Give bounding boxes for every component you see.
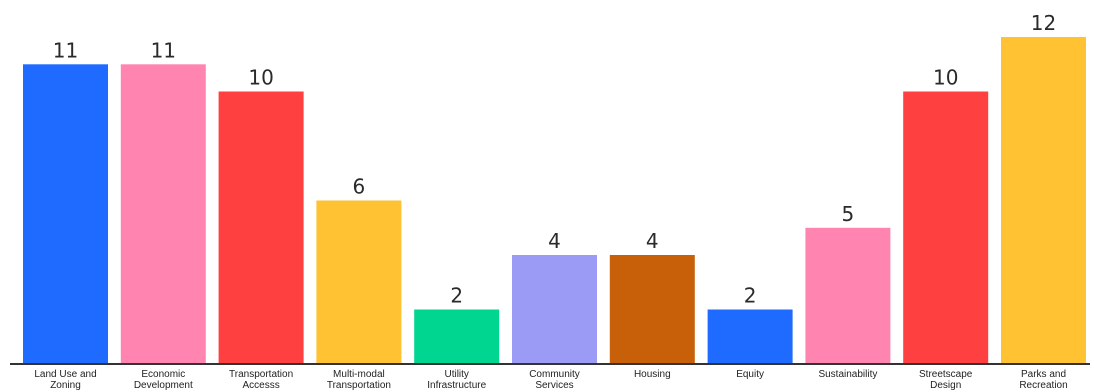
bars-group [23, 37, 1086, 365]
bar-value-label: 6 [353, 175, 366, 199]
category-label: Utility Infrastructure [427, 369, 486, 391]
category-label-line: Streetscape [919, 369, 973, 380]
bar-value-label: 4 [548, 229, 561, 253]
bar [512, 255, 597, 364]
category-label-line: Transportation [327, 380, 391, 391]
category-label-line: Recreation [1019, 380, 1067, 391]
category-label-line: Housing [634, 369, 671, 380]
bar-value-label: 10 [933, 66, 958, 90]
category-label: Land Use and Zoning [34, 369, 96, 391]
category-label-line: Economic [141, 369, 185, 380]
category-label-line: Multi-modal [333, 369, 385, 380]
bar-value-label: 5 [842, 202, 855, 226]
bar-value-label: 10 [248, 66, 273, 90]
bar-value-label: 2 [450, 284, 463, 308]
category-label-line: Development [134, 380, 193, 391]
category-label-line: Parks and [1021, 369, 1066, 380]
category-label-line: Transportation [229, 369, 293, 380]
category-label-line: Services [535, 380, 573, 391]
category-label-line: Accesss [242, 380, 279, 391]
category-label: Streetscape Design [919, 369, 973, 391]
category-label-line: Design [930, 380, 961, 391]
category-label-line: Zoning [50, 380, 81, 391]
bar-value-label: 11 [53, 38, 78, 62]
bar [1001, 37, 1086, 364]
bar-value-label: 4 [646, 229, 659, 253]
category-label-line: Equity [736, 369, 764, 380]
category-label-line: Sustainability [818, 369, 877, 380]
category-label: Community Services [529, 369, 580, 391]
bar-value-label: 12 [1031, 11, 1056, 35]
category-label-line: Infrastructure [427, 380, 486, 391]
category-label: Equity [736, 369, 764, 380]
category-label: Transportation Accesss [229, 369, 293, 391]
category-labels-group: Land Use and Zoning Economic Development Tra… [34, 369, 1067, 391]
category-label-line: Community [529, 369, 580, 380]
bar [805, 227, 891, 365]
bar [316, 200, 402, 364]
bar [23, 64, 108, 365]
bar [609, 255, 695, 364]
bar [414, 309, 500, 364]
bar [903, 91, 989, 364]
bar [120, 64, 206, 365]
bar-value-label: 2 [744, 284, 757, 308]
category-label: Housing [634, 369, 671, 380]
category-label: Multi-modal Transportation [327, 369, 391, 391]
bar-value-label: 11 [151, 38, 176, 62]
category-label: Sustainability [818, 369, 877, 380]
category-label-line: Utility [444, 369, 468, 380]
category-label: Parks and Recreation [1019, 369, 1067, 391]
bar [218, 91, 304, 364]
category-label-line: Land Use and [34, 369, 96, 380]
value-labels-group: 11 11 10 6 2 4 4 2 5 10 12 [53, 11, 1056, 308]
bar [707, 309, 793, 364]
category-label: Economic Development [134, 369, 193, 391]
